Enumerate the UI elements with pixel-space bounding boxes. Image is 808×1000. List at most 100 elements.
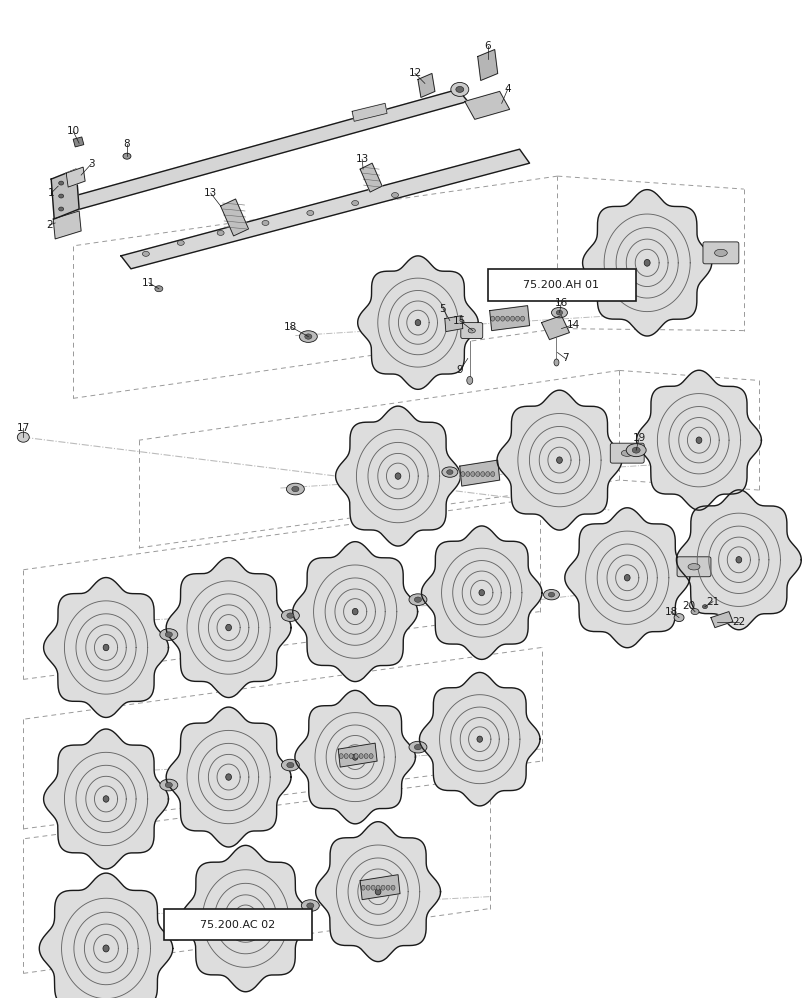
Ellipse shape: [456, 86, 464, 92]
Ellipse shape: [305, 334, 312, 339]
Polygon shape: [418, 73, 435, 97]
Polygon shape: [360, 875, 400, 900]
Text: 75.200.AC 02: 75.200.AC 02: [200, 920, 276, 930]
Ellipse shape: [625, 574, 630, 581]
Ellipse shape: [415, 744, 422, 750]
Ellipse shape: [691, 609, 699, 615]
Polygon shape: [565, 508, 690, 648]
Polygon shape: [490, 306, 529, 331]
Ellipse shape: [349, 754, 353, 759]
Polygon shape: [478, 50, 498, 80]
Ellipse shape: [549, 592, 554, 597]
Text: 7: 7: [562, 353, 569, 363]
Ellipse shape: [354, 754, 358, 759]
Polygon shape: [711, 612, 733, 628]
Ellipse shape: [501, 316, 505, 321]
Ellipse shape: [59, 207, 64, 211]
Ellipse shape: [621, 450, 633, 456]
Ellipse shape: [292, 486, 299, 492]
Ellipse shape: [468, 328, 475, 333]
Ellipse shape: [490, 316, 494, 321]
Ellipse shape: [736, 557, 742, 563]
Polygon shape: [541, 316, 570, 340]
Ellipse shape: [103, 644, 109, 651]
FancyBboxPatch shape: [488, 269, 636, 301]
FancyBboxPatch shape: [461, 323, 482, 339]
Polygon shape: [121, 149, 529, 269]
Ellipse shape: [217, 230, 224, 235]
Ellipse shape: [155, 286, 163, 292]
Polygon shape: [360, 163, 382, 192]
Ellipse shape: [165, 632, 172, 637]
Text: 5: 5: [440, 304, 446, 314]
Text: 3: 3: [88, 159, 95, 169]
Ellipse shape: [626, 444, 646, 457]
Text: 4: 4: [504, 84, 511, 94]
Text: 20: 20: [683, 601, 696, 611]
Polygon shape: [181, 845, 310, 992]
Ellipse shape: [395, 473, 401, 479]
Ellipse shape: [465, 472, 469, 477]
Ellipse shape: [477, 736, 482, 742]
Polygon shape: [44, 729, 168, 869]
Polygon shape: [583, 190, 712, 336]
Polygon shape: [221, 199, 249, 236]
Ellipse shape: [554, 359, 559, 366]
Ellipse shape: [177, 240, 184, 245]
Ellipse shape: [225, 774, 232, 780]
Ellipse shape: [301, 900, 319, 911]
Ellipse shape: [490, 472, 494, 477]
Ellipse shape: [59, 194, 64, 198]
Polygon shape: [358, 256, 478, 389]
Ellipse shape: [476, 472, 480, 477]
Ellipse shape: [714, 249, 727, 256]
Ellipse shape: [351, 201, 359, 206]
Text: 9: 9: [457, 365, 463, 375]
Polygon shape: [497, 390, 622, 530]
Bar: [74, 137, 84, 147]
Ellipse shape: [364, 754, 368, 759]
Ellipse shape: [557, 457, 562, 463]
Text: 2: 2: [46, 220, 53, 230]
Ellipse shape: [391, 885, 395, 890]
Ellipse shape: [409, 741, 427, 753]
Ellipse shape: [415, 320, 421, 326]
Polygon shape: [335, 406, 461, 546]
Polygon shape: [422, 526, 542, 659]
Ellipse shape: [644, 259, 650, 266]
Polygon shape: [676, 490, 802, 630]
Polygon shape: [166, 558, 291, 698]
Ellipse shape: [556, 310, 562, 315]
Text: 16: 16: [555, 298, 568, 308]
Ellipse shape: [361, 885, 365, 890]
FancyBboxPatch shape: [677, 557, 711, 577]
Polygon shape: [51, 169, 79, 219]
Ellipse shape: [409, 594, 427, 605]
Text: 10: 10: [66, 126, 80, 136]
Polygon shape: [295, 690, 415, 824]
Ellipse shape: [381, 885, 385, 890]
Text: 12: 12: [408, 68, 422, 78]
Ellipse shape: [165, 782, 172, 788]
Ellipse shape: [376, 885, 380, 890]
Ellipse shape: [392, 193, 398, 198]
Ellipse shape: [688, 564, 700, 570]
Ellipse shape: [344, 754, 348, 759]
Ellipse shape: [286, 483, 305, 495]
Polygon shape: [53, 211, 81, 239]
Ellipse shape: [59, 181, 64, 185]
Ellipse shape: [307, 903, 314, 908]
Polygon shape: [316, 822, 440, 962]
Polygon shape: [292, 542, 418, 682]
Polygon shape: [445, 316, 463, 332]
Polygon shape: [460, 460, 499, 486]
Text: 6: 6: [485, 41, 491, 51]
Ellipse shape: [552, 307, 567, 318]
Ellipse shape: [511, 316, 515, 321]
Ellipse shape: [451, 82, 469, 96]
Ellipse shape: [386, 885, 390, 890]
Ellipse shape: [262, 220, 269, 225]
Ellipse shape: [142, 251, 149, 256]
Ellipse shape: [702, 605, 708, 609]
Ellipse shape: [160, 629, 178, 640]
